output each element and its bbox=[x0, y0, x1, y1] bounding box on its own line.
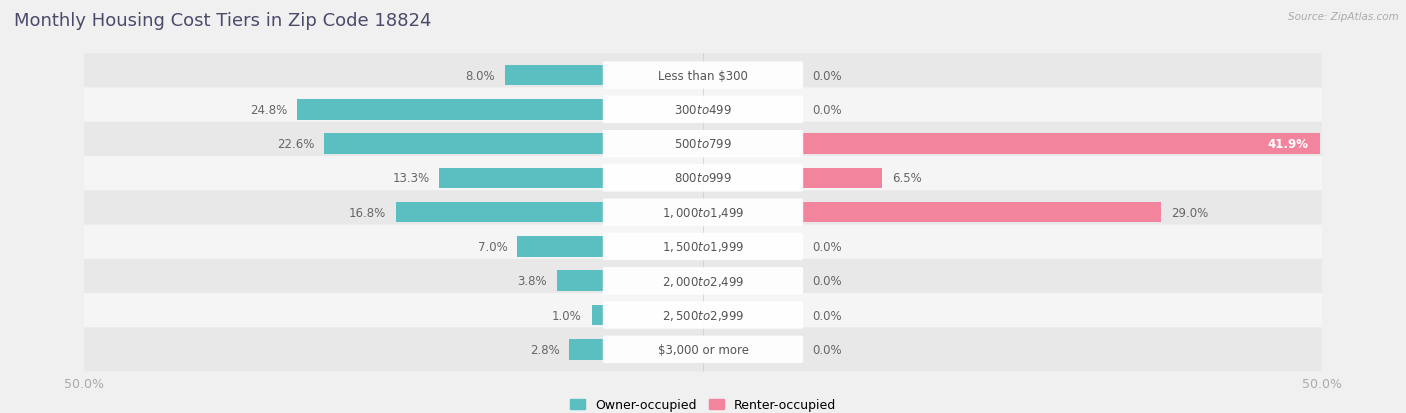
FancyBboxPatch shape bbox=[76, 225, 1330, 269]
Text: $2,500 to $2,999: $2,500 to $2,999 bbox=[662, 308, 744, 322]
Text: 24.8%: 24.8% bbox=[250, 104, 287, 116]
Text: $1,500 to $1,999: $1,500 to $1,999 bbox=[662, 240, 744, 254]
Text: Source: ZipAtlas.com: Source: ZipAtlas.com bbox=[1288, 12, 1399, 22]
Bar bbox=[297, 100, 605, 120]
FancyBboxPatch shape bbox=[76, 157, 1330, 200]
Text: $800 to $999: $800 to $999 bbox=[673, 172, 733, 185]
Text: $500 to $799: $500 to $799 bbox=[673, 138, 733, 151]
FancyBboxPatch shape bbox=[603, 96, 803, 124]
Bar bbox=[557, 271, 605, 291]
FancyBboxPatch shape bbox=[76, 293, 1330, 337]
Text: Monthly Housing Cost Tiers in Zip Code 18824: Monthly Housing Cost Tiers in Zip Code 1… bbox=[14, 12, 432, 30]
Text: 1.0%: 1.0% bbox=[553, 309, 582, 322]
FancyBboxPatch shape bbox=[603, 131, 803, 158]
FancyBboxPatch shape bbox=[603, 233, 803, 261]
Text: 8.0%: 8.0% bbox=[465, 69, 495, 83]
FancyBboxPatch shape bbox=[603, 199, 803, 226]
FancyBboxPatch shape bbox=[603, 267, 803, 295]
Bar bbox=[569, 339, 605, 360]
Text: Less than $300: Less than $300 bbox=[658, 69, 748, 83]
Text: 13.3%: 13.3% bbox=[392, 172, 430, 185]
Text: 2.8%: 2.8% bbox=[530, 343, 560, 356]
Text: 6.5%: 6.5% bbox=[893, 172, 922, 185]
Text: 0.0%: 0.0% bbox=[811, 104, 842, 116]
Text: 29.0%: 29.0% bbox=[1171, 206, 1208, 219]
Text: 41.9%: 41.9% bbox=[1267, 138, 1308, 151]
Bar bbox=[592, 305, 605, 325]
FancyBboxPatch shape bbox=[76, 191, 1330, 235]
Bar bbox=[325, 134, 605, 154]
Text: $3,000 or more: $3,000 or more bbox=[658, 343, 748, 356]
Legend: Owner-occupied, Renter-occupied: Owner-occupied, Renter-occupied bbox=[565, 394, 841, 413]
Text: 16.8%: 16.8% bbox=[349, 206, 387, 219]
FancyBboxPatch shape bbox=[76, 328, 1330, 371]
FancyBboxPatch shape bbox=[603, 301, 803, 329]
Text: $300 to $499: $300 to $499 bbox=[673, 104, 733, 116]
Bar bbox=[801, 168, 883, 189]
Text: $1,000 to $1,499: $1,000 to $1,499 bbox=[662, 206, 744, 220]
Text: $2,000 to $2,499: $2,000 to $2,499 bbox=[662, 274, 744, 288]
Text: 0.0%: 0.0% bbox=[811, 309, 842, 322]
Text: 0.0%: 0.0% bbox=[811, 240, 842, 253]
Text: 22.6%: 22.6% bbox=[277, 138, 315, 151]
Bar bbox=[801, 202, 1161, 223]
Bar bbox=[396, 202, 605, 223]
FancyBboxPatch shape bbox=[76, 88, 1330, 132]
Bar bbox=[801, 134, 1320, 154]
Text: 7.0%: 7.0% bbox=[478, 240, 508, 253]
Bar bbox=[505, 66, 605, 86]
FancyBboxPatch shape bbox=[76, 54, 1330, 98]
Text: 0.0%: 0.0% bbox=[811, 275, 842, 287]
Text: 3.8%: 3.8% bbox=[517, 275, 547, 287]
FancyBboxPatch shape bbox=[603, 336, 803, 363]
Text: 0.0%: 0.0% bbox=[811, 343, 842, 356]
FancyBboxPatch shape bbox=[603, 62, 803, 90]
Bar bbox=[440, 168, 605, 189]
Text: 0.0%: 0.0% bbox=[811, 69, 842, 83]
FancyBboxPatch shape bbox=[603, 165, 803, 192]
FancyBboxPatch shape bbox=[76, 122, 1330, 166]
Bar bbox=[517, 237, 605, 257]
FancyBboxPatch shape bbox=[76, 259, 1330, 303]
